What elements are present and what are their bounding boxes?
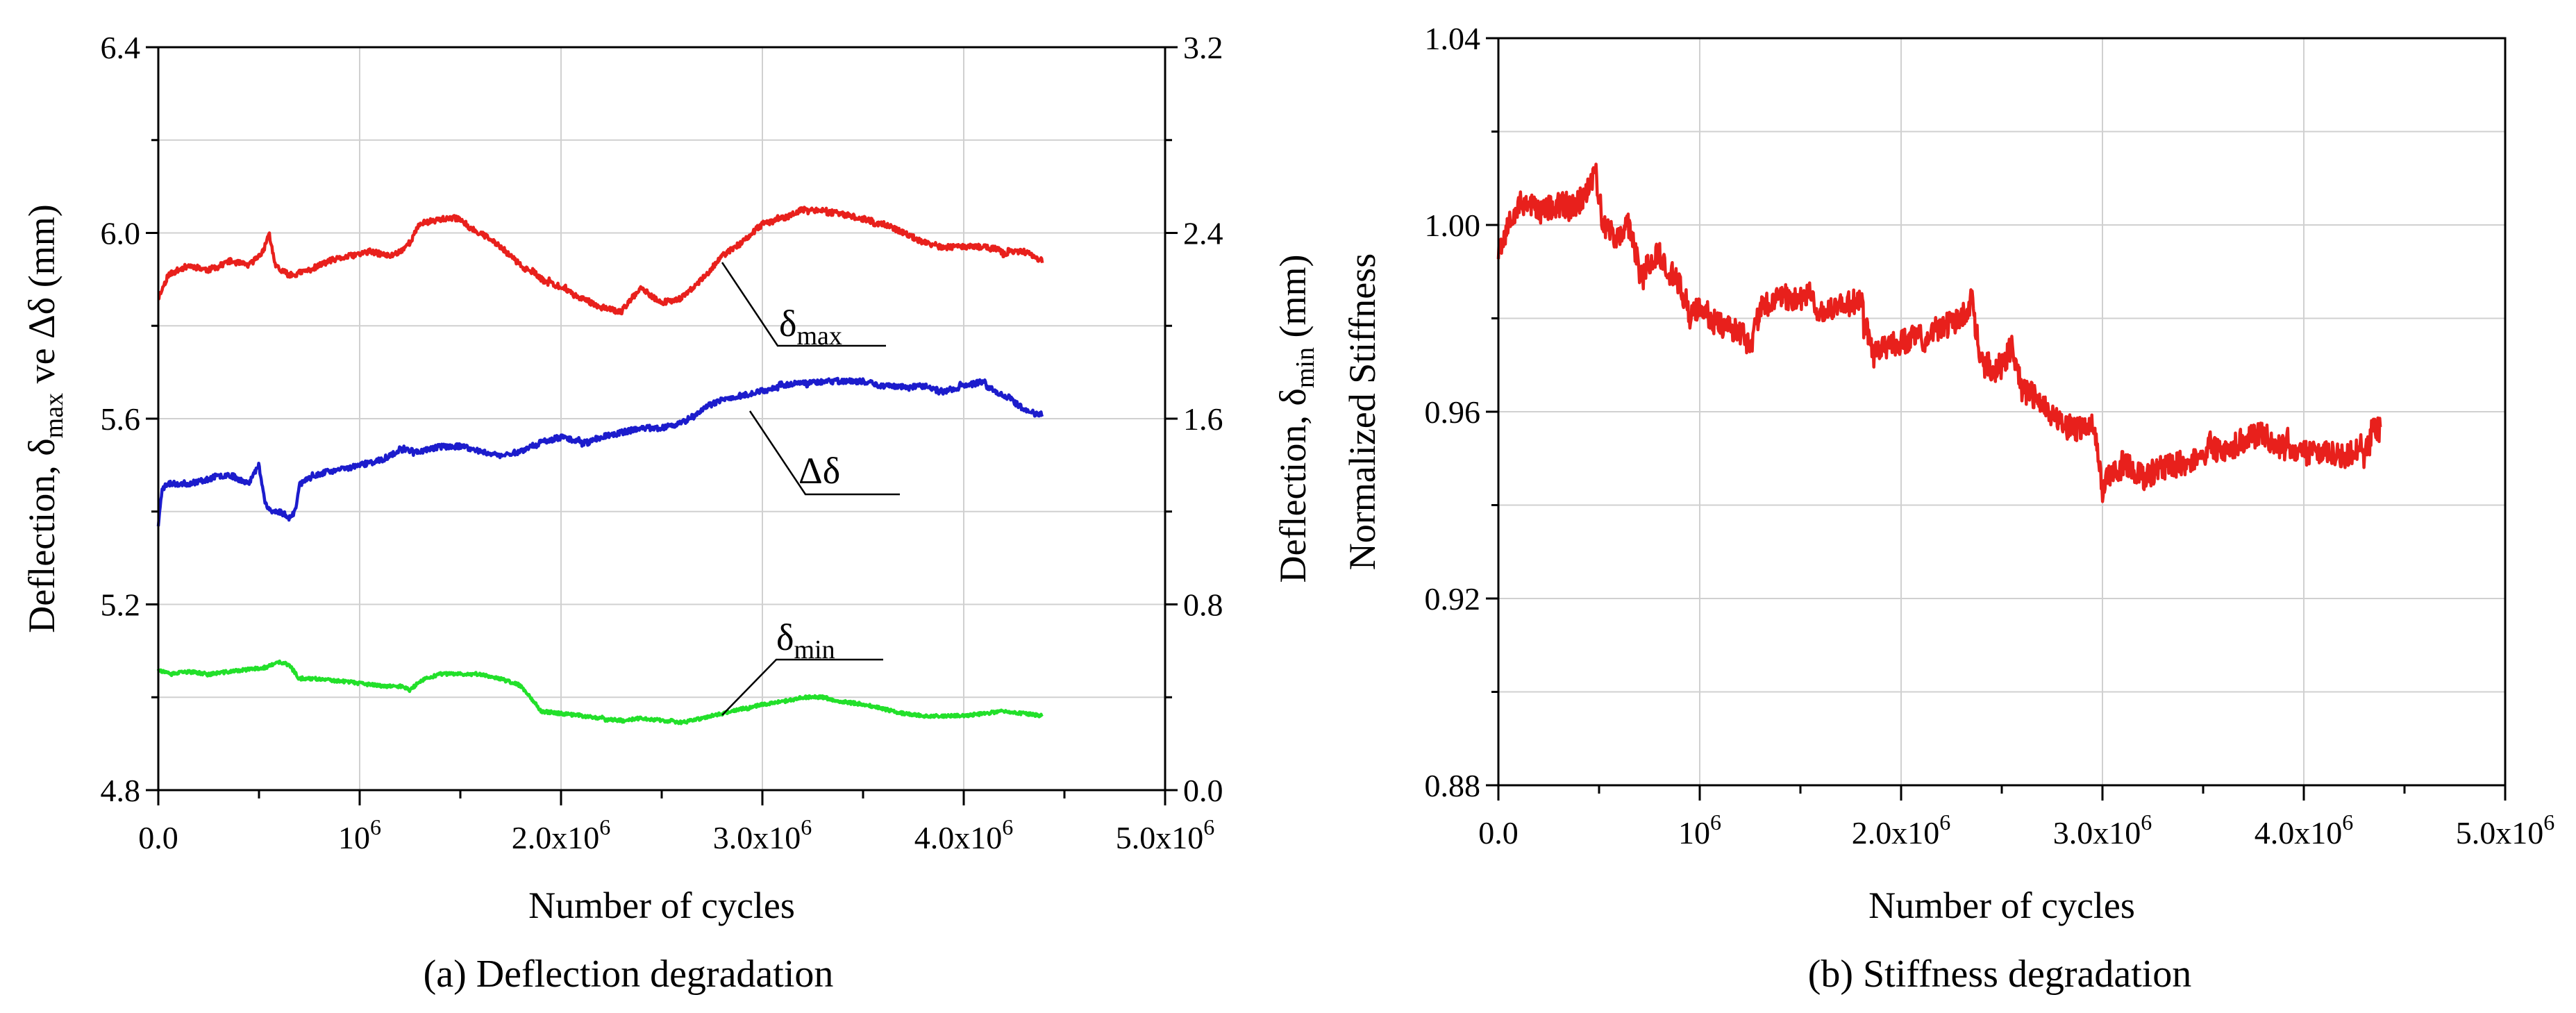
x-tick-label: 3.0x106 [713,814,812,855]
x-tick-label: 2.0x106 [512,814,611,855]
annotation-delta-range-leader [748,410,900,496]
annotation-delta-max-label: δmax [779,303,842,351]
y-tick-label: 6.4 [101,30,141,65]
panel-a-grid [158,47,1165,790]
y-tick-label: 0.88 [1425,768,1481,803]
panel-b-stiffness: 0.0 106 2.0x106 3.0x106 4.0x106 5.0x106 0.88 0.… [1341,21,2554,996]
series-line-0 [157,206,1044,316]
panel-b-ticks: 0.0 106 2.0x106 3.0x106 4.0x106 5.0x106 0.88 0.… [1425,21,2555,851]
panel-a-ticks: 0.0 106 2.0x106 3.0x106 4.0x106 5.0x106 4.8 5.2… [101,30,1223,855]
annotation-delta-range-label: Δδ [798,450,840,492]
y-tick-label: 5.6 [101,401,141,437]
panel-b-caption: (b) Stiffness degradation [1808,953,2192,996]
y-tick-label: 1.00 [1425,208,1481,243]
panel-a-caption: (a) Deflection degradation [424,953,834,996]
y-tick-label: 5.2 [101,587,141,623]
y-right-tick-label: 0.0 [1183,773,1223,808]
panel-b-series [1496,162,2382,503]
annotation-delta-min: δmin [721,617,883,716]
x-tick-label: 2.0x106 [1852,810,1951,851]
y-right-tick-label: 1.6 [1183,401,1223,437]
y-tick-label: 1.04 [1425,21,1481,56]
x-tick-label: 106 [338,814,381,855]
y-tick-label: 6.0 [101,216,141,251]
x-tick-label: 5.0x106 [2456,810,2555,851]
y-right-tick-label: 3.2 [1183,30,1223,65]
x-tick-label: 4.0x106 [914,814,1014,855]
y-right-tick-label: 2.4 [1183,216,1223,251]
panel-b-x-axis-label: Number of cycles [1868,885,2135,926]
annotation-delta-min-label: δmin [776,617,835,664]
x-tick-label: 4.0x106 [2255,810,2354,851]
annotation-delta-min-leader [721,658,883,716]
panel-a-x-axis-label: Number of cycles [528,885,795,926]
annotation-delta-max: δmax [721,262,886,351]
panel-a-y-axis-label-left: Deflection, δmax ve Δδ (mm) [21,204,69,633]
annotation-delta-range: Δδ [748,410,900,496]
series-line-2 [156,659,1044,726]
y-right-tick-label: 0.8 [1183,587,1223,623]
panel-a-deflection: 0.0 106 2.0x106 3.0x106 4.0x106 5.0x106 4.8 5.2… [21,30,1320,996]
panel-b-y-axis-label: Normalized Stiffness [1341,253,1383,570]
y-tick-label: 4.8 [101,773,141,808]
x-tick-label: 106 [1678,810,1721,851]
y-tick-label: 0.92 [1425,581,1481,617]
series-line-0 [1496,162,2382,503]
x-tick-label: 3.0x106 [2053,810,2152,851]
panel-a-y-axis-label-right: Deflection, δmin (mm) [1272,255,1320,583]
x-tick-label: 5.0x106 [1116,814,1215,855]
panel-a-series [156,206,1044,726]
annotation-delta-max-leader [721,262,886,347]
x-tick-label: 0.0 [1478,815,1519,851]
y-tick-label: 0.96 [1425,394,1481,430]
series-line-1 [156,376,1044,527]
x-tick-label: 0.0 [138,820,178,855]
panel-b-grid [1498,38,2505,785]
